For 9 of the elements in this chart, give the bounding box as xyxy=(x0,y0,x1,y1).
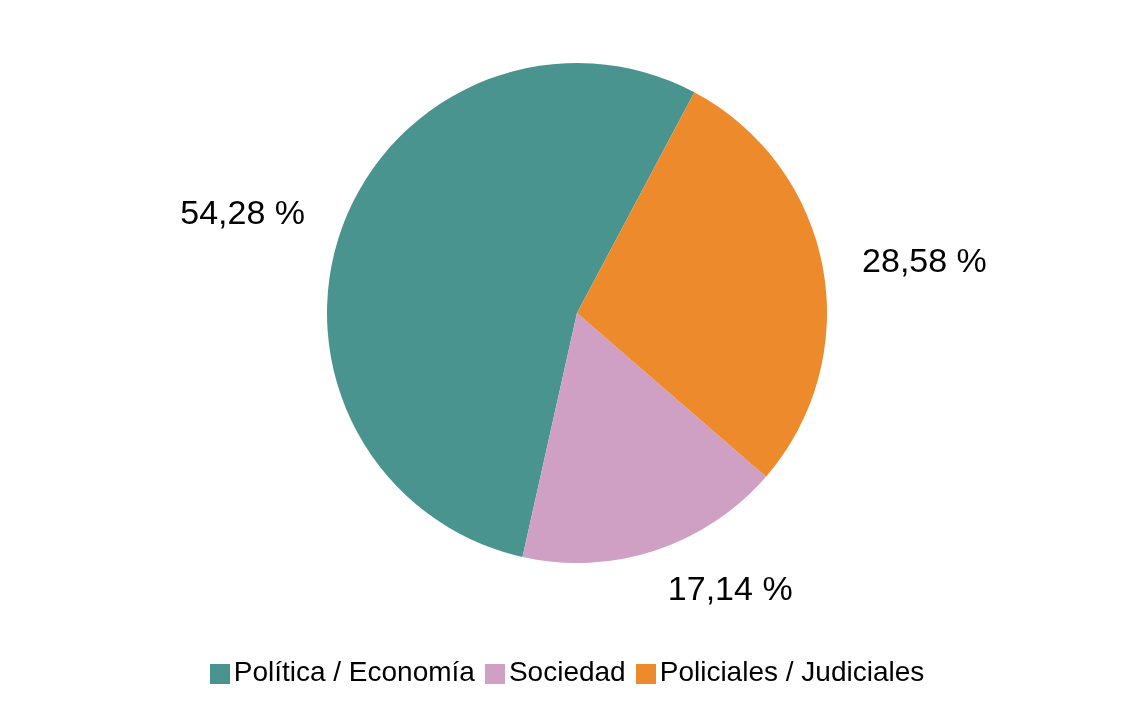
data-label: 28,58 % xyxy=(862,240,987,279)
pie-slice xyxy=(577,92,827,477)
pie-slice xyxy=(327,63,695,557)
pie-slice xyxy=(522,313,766,563)
data-label: 54,28 % xyxy=(180,193,306,232)
data-label: 17,14 % xyxy=(667,569,793,608)
legend-label: Política / Economía xyxy=(233,656,475,687)
legend-label: Policiales / Judiciales xyxy=(659,656,925,687)
legend-label: Sociedad xyxy=(508,656,626,687)
